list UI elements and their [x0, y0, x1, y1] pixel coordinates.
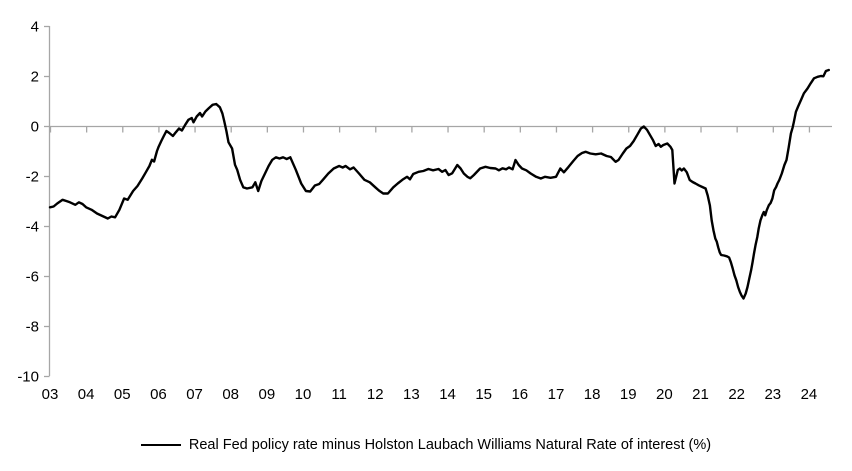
- x-tick-label: 20: [656, 386, 673, 403]
- x-tick-label: 04: [78, 386, 95, 403]
- x-tick-label: 13: [403, 386, 420, 403]
- legend-label: Real Fed policy rate minus Holston Lauba…: [188, 437, 712, 453]
- x-tick-label: 24: [801, 386, 818, 403]
- y-tick-label: -2: [26, 169, 39, 186]
- x-tick-label: 19: [620, 386, 637, 403]
- x-tick-label: 23: [764, 386, 781, 403]
- x-tick-label: 10: [295, 386, 312, 403]
- y-tick-label: 4: [31, 19, 39, 36]
- y-tick-label: -4: [26, 219, 39, 236]
- y-tick-label: -10: [17, 369, 39, 386]
- x-tick-label: 22: [728, 386, 745, 403]
- x-tick-label: 18: [584, 386, 601, 403]
- y-tick-label: 0: [31, 119, 39, 136]
- y-axis: 4 2 0 -2 -4 -6 -8 -10: [17, 19, 51, 386]
- series-group: [48, 68, 830, 300]
- legend: Real Fed policy rate minus Holston Lauba…: [0, 433, 852, 457]
- x-tick-label: 21: [692, 386, 709, 403]
- x-tick-label: 03: [42, 386, 59, 403]
- x-tick-label: 14: [439, 386, 456, 403]
- legend-line-marker: [140, 444, 181, 446]
- series-line: [48, 68, 830, 300]
- x-tick-label: 12: [367, 386, 384, 403]
- x-tick-label: 16: [511, 386, 528, 403]
- x-tick-label: 09: [258, 386, 275, 403]
- y-tick-label: -8: [26, 319, 39, 336]
- x-tick-label: 06: [150, 386, 167, 403]
- fed-policy-chart: 420-2-4-6-8-10 03 04 05 06 07 08 09 10 11 12 13 14 1…: [17, 19, 832, 403]
- y-tick-label: -6: [26, 269, 39, 286]
- x-tick-label: 07: [186, 386, 203, 403]
- x-tick-label: 11: [331, 386, 347, 403]
- x-tick-label: 08: [222, 386, 239, 403]
- x-axis: 03 04 05 06 07 08 09 10 11 12 13 14 15 16 17 18 19 20 21 22…: [42, 125, 832, 403]
- x-tick-label: 05: [114, 386, 131, 403]
- x-tick-label: 15: [475, 386, 492, 403]
- y-tick-label: 2: [31, 69, 39, 86]
- x-tick-label: 17: [548, 386, 565, 403]
